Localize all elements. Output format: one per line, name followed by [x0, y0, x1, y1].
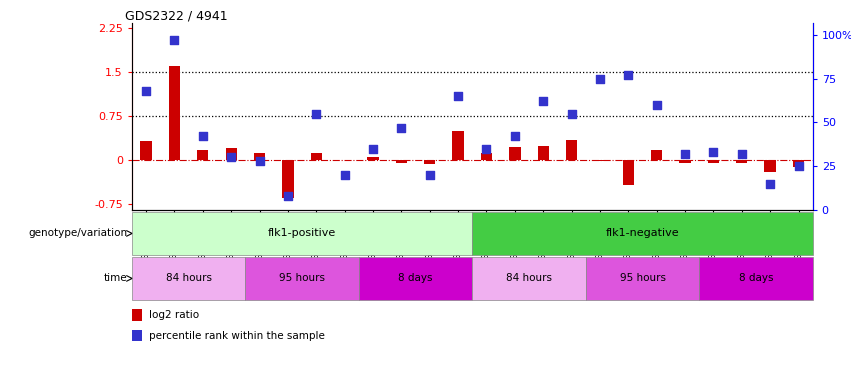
Point — [480, 146, 494, 152]
Point — [366, 146, 380, 152]
Bar — [700, 257, 813, 300]
Bar — [594, 160, 606, 161]
Bar — [509, 147, 521, 160]
Point — [168, 37, 181, 43]
Text: GDS2322 / 4941: GDS2322 / 4941 — [125, 9, 228, 22]
Text: flk1-negative: flk1-negative — [606, 228, 679, 238]
Point — [253, 158, 266, 164]
Bar — [226, 148, 237, 160]
Point — [338, 172, 351, 178]
Text: 95 hours: 95 hours — [620, 273, 665, 284]
Bar — [132, 330, 142, 341]
Text: percentile rank within the sample: percentile rank within the sample — [149, 331, 325, 340]
Bar — [566, 140, 577, 160]
Bar — [481, 153, 492, 160]
Text: flk1-positive: flk1-positive — [268, 228, 336, 238]
Point — [140, 88, 153, 94]
Point — [791, 163, 805, 169]
Bar — [311, 153, 322, 160]
Point — [196, 134, 209, 140]
Bar — [132, 257, 245, 300]
Bar — [736, 160, 747, 163]
Bar — [453, 131, 464, 160]
Bar — [368, 157, 379, 160]
Bar — [245, 257, 359, 300]
Point — [508, 134, 522, 140]
Point — [423, 172, 437, 178]
Point — [706, 149, 720, 155]
Point — [763, 181, 777, 187]
Text: genotype/variation: genotype/variation — [29, 228, 128, 238]
Point — [225, 154, 238, 160]
Bar — [538, 146, 549, 160]
Point — [395, 124, 408, 130]
Point — [536, 98, 550, 104]
Bar — [708, 160, 719, 163]
Bar — [585, 257, 700, 300]
Point — [565, 111, 579, 117]
Point — [310, 111, 323, 117]
Text: 84 hours: 84 hours — [166, 273, 212, 284]
Text: 8 days: 8 days — [739, 273, 774, 284]
Bar — [132, 309, 142, 321]
Point — [621, 72, 635, 78]
Point — [678, 151, 692, 157]
Point — [593, 76, 607, 82]
Bar — [623, 160, 634, 185]
Bar — [764, 160, 776, 172]
Text: 95 hours: 95 hours — [279, 273, 325, 284]
Text: 8 days: 8 days — [398, 273, 433, 284]
Point — [281, 193, 294, 199]
Bar — [168, 66, 180, 160]
Bar — [472, 212, 813, 255]
Bar — [679, 160, 691, 163]
Bar — [283, 160, 294, 198]
Bar — [651, 150, 662, 160]
Bar — [472, 257, 585, 300]
Point — [650, 102, 664, 108]
Bar — [424, 160, 436, 164]
Point — [451, 93, 465, 99]
Bar — [254, 153, 266, 160]
Point — [735, 151, 749, 157]
Bar — [396, 160, 407, 163]
Text: log2 ratio: log2 ratio — [149, 310, 199, 320]
Bar — [140, 141, 151, 160]
Bar — [132, 212, 472, 255]
Text: 84 hours: 84 hours — [506, 273, 552, 284]
Bar — [197, 150, 208, 160]
Bar — [793, 160, 804, 167]
Bar — [359, 257, 472, 300]
Text: time: time — [104, 273, 128, 284]
